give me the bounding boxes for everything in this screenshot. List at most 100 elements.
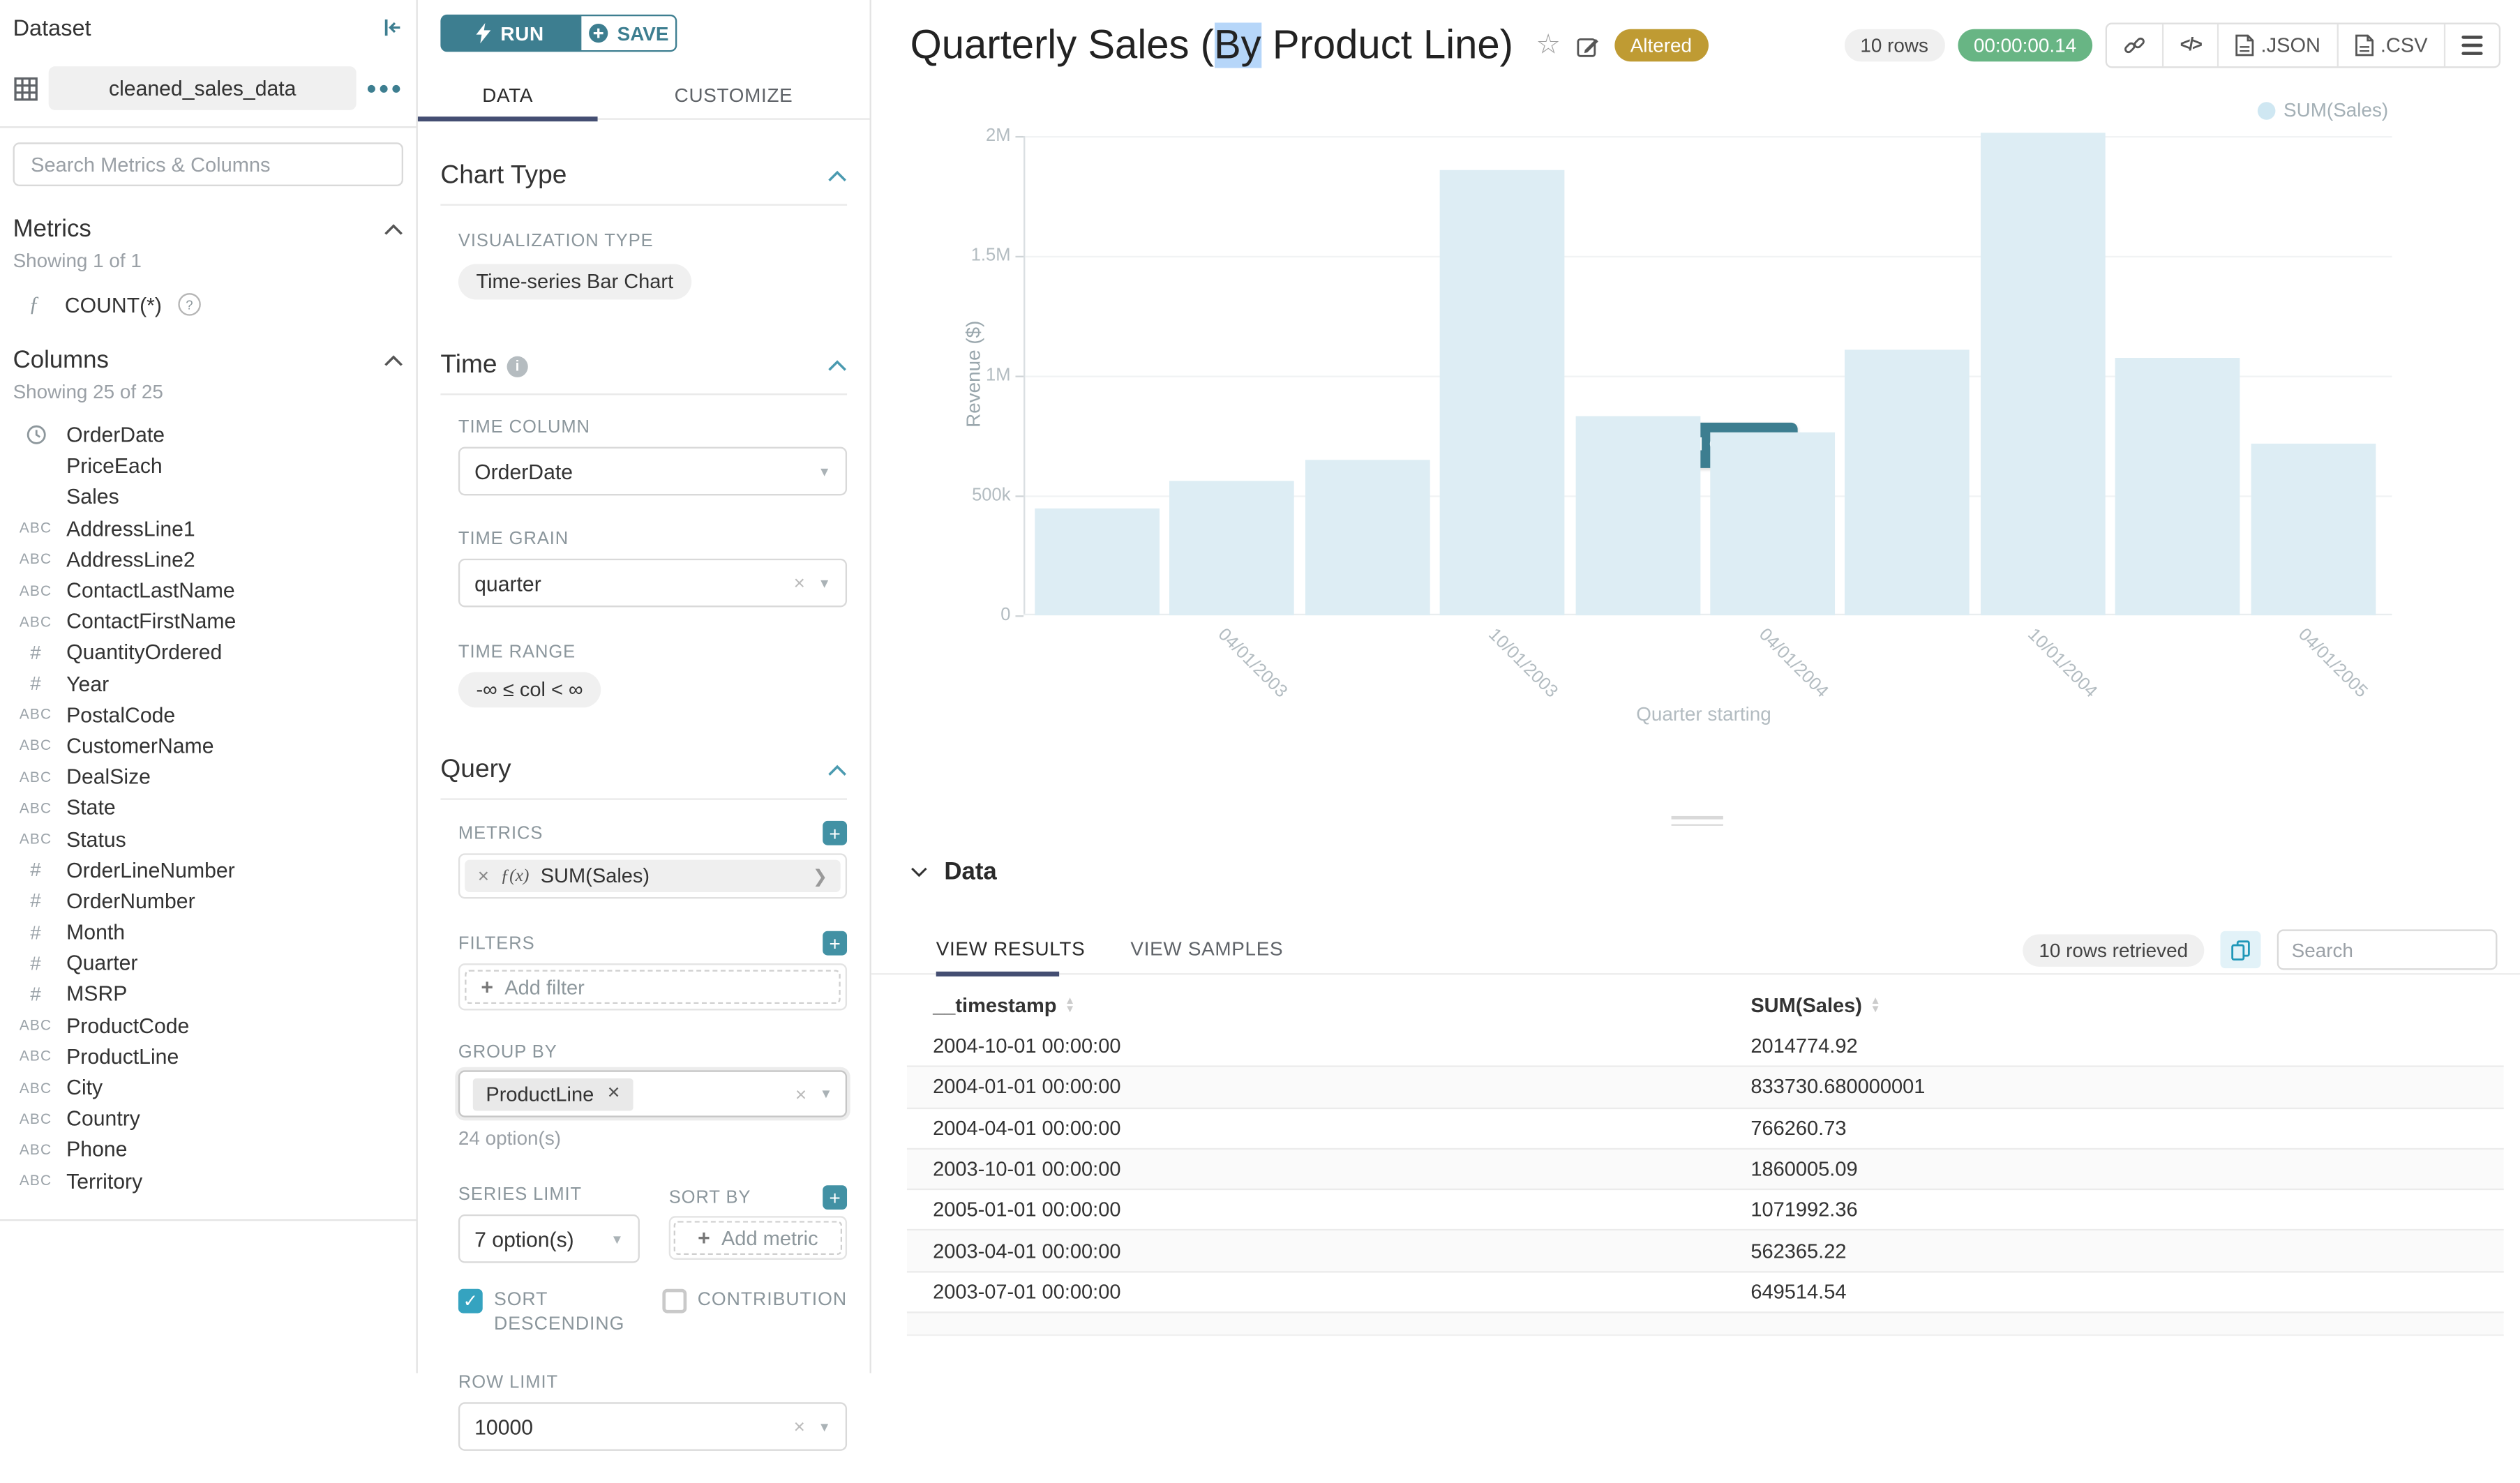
- bar: [2250, 442, 2376, 616]
- time-range-value[interactable]: -∞ ≤ col < ∞: [458, 672, 601, 708]
- search-metrics-columns-input[interactable]: [13, 142, 404, 186]
- collapse-columns-icon[interactable]: [384, 354, 403, 367]
- column-item[interactable]: ABC Country: [13, 1103, 403, 1134]
- legend[interactable]: SUM(Sales): [2257, 99, 2388, 121]
- chevron-down-icon: ▼: [818, 1419, 831, 1434]
- remove-icon[interactable]: ×: [477, 864, 490, 888]
- export-csv-button[interactable]: .CSV: [2339, 24, 2446, 67]
- column-name: City: [66, 1075, 103, 1100]
- data-search-input[interactable]: [2277, 929, 2498, 970]
- sort-descending-label: SORT DESCENDING: [493, 1290, 625, 1334]
- collapse-sidebar-icon[interactable]: [381, 16, 403, 38]
- collapse-section-icon[interactable]: [827, 359, 847, 372]
- panel-resize-handle[interactable]: [1671, 815, 1723, 831]
- add-sort-metric-button[interactable]: +: [823, 1185, 848, 1210]
- series-limit-select[interactable]: 7 option(s) ▼: [458, 1214, 640, 1263]
- cell-timestamp: 2003-10-01 00:00:00: [933, 1157, 1121, 1181]
- column-item[interactable]: ABC Phone: [13, 1134, 403, 1166]
- add-sort-metric-dropzone[interactable]: + Add metric: [673, 1221, 843, 1256]
- dataset-name[interactable]: cleaned_sales_data: [48, 66, 357, 110]
- row-limit-select[interactable]: 10000 × ▼: [458, 1402, 848, 1451]
- column-header-sum-sales[interactable]: SUM(Sales) ▲ ▼: [1750, 994, 1881, 1017]
- column-item[interactable]: ABC ContactFirstName: [13, 605, 403, 637]
- share-link-button[interactable]: [2107, 24, 2164, 67]
- visualization-type-value[interactable]: Time-series Bar Chart: [458, 264, 691, 300]
- tab-view-results[interactable]: VIEW RESULTS: [936, 938, 1086, 961]
- column-item[interactable]: ABC City: [13, 1072, 403, 1104]
- table-row[interactable]: 2004-10-01 00:00:00 2014774.92: [906, 1027, 2504, 1068]
- column-item[interactable]: ABC ProductCode: [13, 1009, 403, 1041]
- add-metric-button[interactable]: +: [823, 820, 848, 845]
- favorite-star-icon[interactable]: ☆: [1536, 29, 1561, 60]
- column-item[interactable]: ABC ProductLine: [13, 1041, 403, 1072]
- collapse-section-icon[interactable]: [827, 765, 847, 778]
- embed-code-button[interactable]: </>: [2163, 24, 2219, 67]
- group-by-chip[interactable]: ProductLine ✕: [472, 1077, 633, 1111]
- sort-by-label: SORT BY: [668, 1187, 751, 1207]
- column-item[interactable]: ABC AddressLine2: [13, 543, 403, 575]
- column-item[interactable]: # MSRP: [13, 979, 403, 1010]
- add-filter-dropzone[interactable]: + Add filter: [465, 970, 841, 1004]
- column-header-timestamp[interactable]: __timestamp ▲ ▼: [933, 994, 1076, 1017]
- clear-icon[interactable]: ×: [793, 1415, 805, 1438]
- contribution-checkbox[interactable]: [661, 1288, 687, 1313]
- cell-sum-sales: 1860005.09: [1750, 1157, 1858, 1181]
- column-item[interactable]: ABC Status: [13, 823, 403, 855]
- column-item[interactable]: ABC ContactLastName: [13, 575, 403, 606]
- column-item[interactable]: PriceEach: [13, 451, 403, 482]
- dataset-more-icon[interactable]: ●●●: [366, 78, 404, 98]
- axis-tick: [1015, 615, 1024, 617]
- metric-item[interactable]: ƒ COUNT(*) ?: [13, 292, 403, 317]
- sort-descending-checkbox[interactable]: ✓: [458, 1288, 483, 1313]
- time-grain-select[interactable]: quarter × ▼: [458, 558, 848, 608]
- axis-tick: [1015, 135, 1024, 138]
- table-row[interactable]: 2005-01-01 00:00:00 1071992.36: [906, 1191, 2504, 1232]
- column-item[interactable]: OrderDate: [13, 419, 403, 451]
- column-item[interactable]: # Year: [13, 668, 403, 700]
- column-item[interactable]: ABC DealSize: [13, 761, 403, 792]
- table-row[interactable]: 2003-04-01 00:00:00 562365.22: [906, 1231, 2504, 1273]
- column-item[interactable]: # Month: [13, 917, 403, 948]
- collapse-metrics-icon[interactable]: [384, 223, 403, 236]
- column-item[interactable]: ABC Territory: [13, 1165, 403, 1196]
- collapse-section-icon[interactable]: [827, 170, 847, 183]
- table-row[interactable]: 2003-10-01 00:00:00 1860005.09: [906, 1149, 2504, 1191]
- clock-icon: [13, 424, 59, 445]
- column-item[interactable]: ABC State: [13, 792, 403, 824]
- column-item[interactable]: # OrderNumber: [13, 885, 403, 917]
- altered-badge[interactable]: Altered: [1614, 29, 1709, 62]
- column-item[interactable]: Sales: [13, 481, 403, 513]
- column-item[interactable]: # Quarter: [13, 947, 403, 979]
- add-filter-button[interactable]: +: [823, 931, 848, 956]
- collapse-data-icon[interactable]: [910, 866, 929, 878]
- metrics-label: METRICS: [458, 823, 543, 843]
- column-item[interactable]: ABC PostalCode: [13, 699, 403, 730]
- clear-icon[interactable]: ×: [793, 571, 805, 594]
- edit-title-icon[interactable]: [1575, 33, 1600, 58]
- column-item[interactable]: # QuantityOrdered: [13, 637, 403, 668]
- column-item[interactable]: # OrderLineNumber: [13, 855, 403, 886]
- menu-button[interactable]: [2445, 24, 2499, 66]
- table-row[interactable]: 2004-01-01 00:00:00 833730.680000001: [906, 1067, 2504, 1109]
- chevron-down-icon: ▼: [819, 1086, 833, 1101]
- table-row[interactable]: 2004-04-01 00:00:00 766260.73: [906, 1108, 2504, 1150]
- chevron-right-icon[interactable]: ❯: [812, 867, 828, 887]
- export-json-button[interactable]: .JSON: [2219, 24, 2339, 67]
- run-button[interactable]: RUN: [440, 14, 580, 52]
- tab-data[interactable]: DATA: [482, 84, 534, 107]
- time-column-select[interactable]: OrderDate ▼: [458, 446, 848, 496]
- chart-title[interactable]: Quarterly Sales (By Product Line): [910, 22, 1514, 68]
- metric-chip[interactable]: × ƒ(x) SUM(Sales) ❯: [465, 859, 841, 893]
- sort-icon[interactable]: ▲ ▼: [1065, 995, 1076, 1016]
- save-button[interactable]: SAVE: [580, 14, 677, 52]
- column-item[interactable]: ABC CustomerName: [13, 730, 403, 762]
- tab-customize[interactable]: CUSTOMIZE: [674, 84, 793, 107]
- remove-icon[interactable]: ✕: [606, 1085, 621, 1103]
- group-by-select[interactable]: ProductLine ✕ × ▼: [458, 1070, 848, 1117]
- sort-icon[interactable]: ▲ ▼: [1870, 995, 1881, 1016]
- copy-data-button[interactable]: [2220, 931, 2261, 969]
- clear-icon[interactable]: ×: [795, 1082, 807, 1106]
- tab-view-samples[interactable]: VIEW SAMPLES: [1130, 938, 1284, 961]
- table-row[interactable]: 2003-07-01 00:00:00 649514.54: [906, 1272, 2504, 1313]
- column-item[interactable]: ABC AddressLine1: [13, 513, 403, 544]
